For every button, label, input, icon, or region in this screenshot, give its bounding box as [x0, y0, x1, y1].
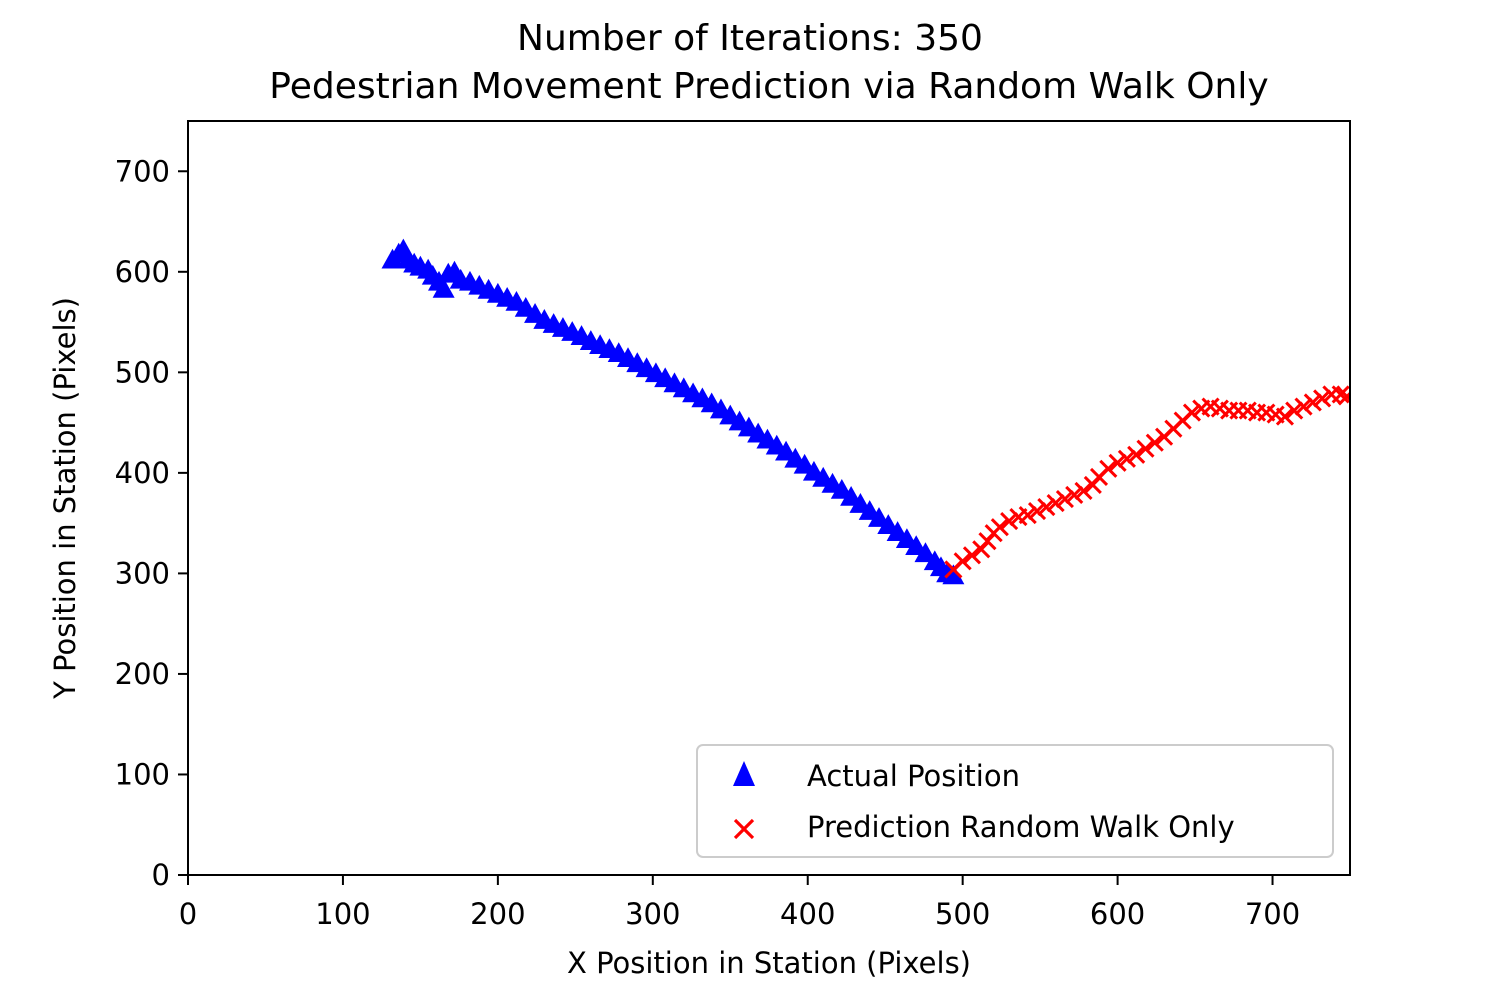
prediction-point	[1136, 439, 1155, 458]
legend-label-actual: Actual Position	[807, 759, 1020, 793]
prediction-point	[1108, 453, 1127, 472]
prediction-point	[1337, 387, 1350, 406]
plot-frame	[187, 120, 1351, 876]
prediction-point	[962, 546, 982, 565]
actual-position-point	[914, 542, 937, 563]
y-axis: 0 100 200 300 400 500 600 700	[115, 154, 188, 892]
x-tick-label: 0	[179, 897, 197, 931]
prediction-point	[1303, 393, 1322, 412]
legend-box	[696, 744, 1334, 858]
prediction-point	[1331, 385, 1350, 404]
actual-position-point	[432, 277, 455, 298]
legend-label-prediction: Prediction Random Walk Only	[807, 810, 1235, 844]
legend-x-marker	[733, 818, 755, 840]
y-tick-label: 200	[115, 657, 170, 691]
prediction-point	[953, 552, 972, 571]
y-tick-label: 400	[115, 456, 170, 490]
x-tick-label: 400	[780, 897, 835, 931]
y-tick-label: 300	[115, 556, 170, 590]
legend-triangle-marker	[733, 761, 755, 786]
prediction-point	[1117, 449, 1136, 468]
actual-position-point	[942, 564, 965, 585]
x-tick-label: 200	[470, 897, 525, 931]
prediction-point	[1275, 407, 1294, 426]
prediction-point	[1046, 493, 1065, 513]
x-tick-label: 700	[1245, 897, 1300, 931]
prediction-point	[1027, 502, 1047, 521]
x-tick-label: 500	[935, 897, 990, 931]
chart-title-line-2: Pedestrian Movement Prediction via Rando…	[269, 66, 1268, 107]
y-tick-label: 600	[115, 255, 170, 289]
prediction-point	[1099, 459, 1118, 478]
prediction-point	[1294, 397, 1313, 416]
prediction-series	[944, 385, 1350, 579]
prediction-point	[990, 518, 1009, 537]
legend: Actual Position Prediction Random Walk O…	[696, 744, 1334, 858]
prediction-point	[1037, 497, 1056, 517]
x-axis: 0 100 200 300 400 500 600 700	[179, 875, 1300, 931]
x-tick-label: 100	[315, 897, 370, 931]
y-tick-label: 0	[152, 858, 170, 892]
x-axis-label: X Position in Station (Pixels)	[567, 946, 971, 980]
prediction-point	[1182, 403, 1202, 422]
chart-title-line-1: Number of Iterations: 350	[517, 18, 983, 59]
prediction-point	[1018, 506, 1037, 525]
y-tick-label: 100	[115, 757, 170, 791]
prediction-point	[1055, 489, 1074, 509]
prediction-point	[1065, 485, 1084, 505]
prediction-point	[1074, 481, 1093, 501]
plot-area	[381, 238, 1350, 585]
actual-position-series	[381, 238, 965, 585]
y-tick-label: 500	[115, 355, 170, 389]
prediction-point	[1145, 433, 1164, 452]
x-tick-label: 600	[1090, 897, 1145, 931]
y-tick-label: 700	[115, 154, 170, 188]
prediction-point	[1313, 389, 1332, 408]
y-axis-label: Y Position in Station (Pixels)	[48, 297, 82, 700]
prediction-point	[1285, 401, 1304, 420]
x-tick-label: 300	[625, 897, 680, 931]
prediction-point	[1127, 445, 1146, 464]
prediction-point	[1000, 512, 1019, 531]
